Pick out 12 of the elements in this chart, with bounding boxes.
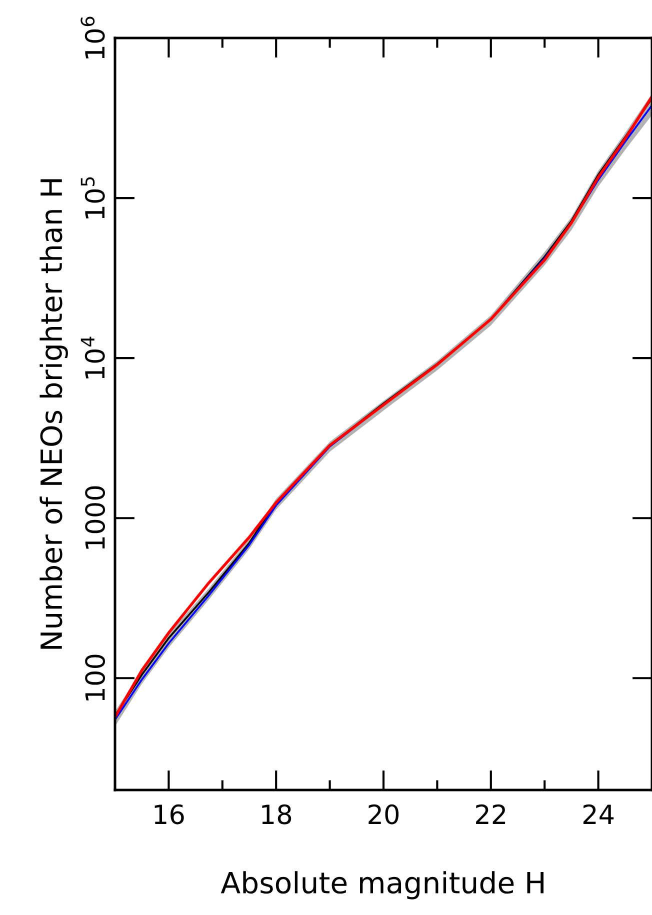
x-axis-title: Absolute magnitude H: [220, 871, 544, 900]
y-tick-label: 1000: [85, 486, 106, 549]
y-tick-label: 10$^{4}$: [80, 336, 105, 378]
y-tick-label: 100: [85, 654, 106, 700]
x-tick-label: 18: [262, 804, 292, 824]
y-axis-title: Number of NEOs brighter than H: [40, 179, 68, 649]
x-tick-label: 22: [476, 804, 506, 824]
y-tick-label: 10$^{6}$: [80, 16, 105, 58]
x-tick-label: 16: [154, 804, 184, 824]
x-tick-label: 24: [583, 804, 614, 824]
y-tick-label: 10$^{5}$: [80, 177, 105, 218]
x-tick-label: 20: [368, 804, 399, 824]
